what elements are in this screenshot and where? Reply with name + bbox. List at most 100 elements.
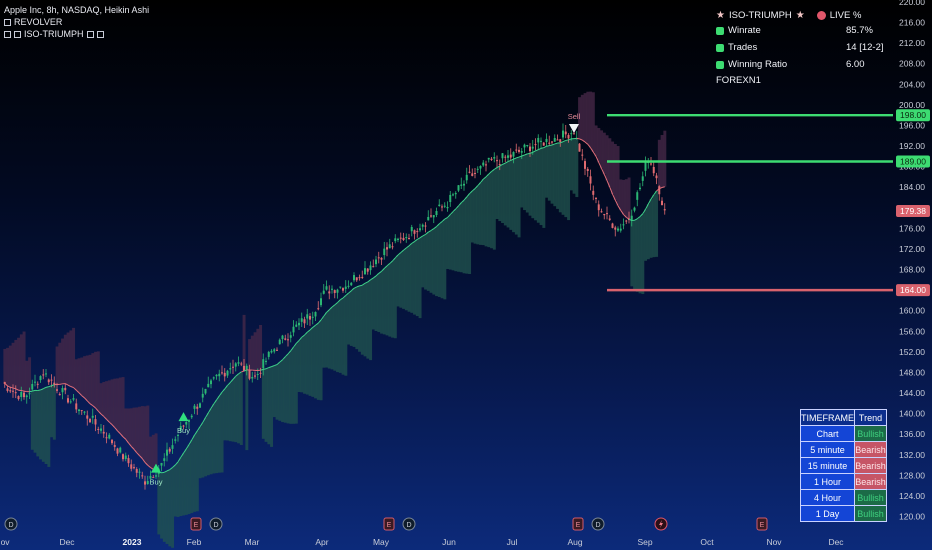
band-segment [234, 376, 238, 443]
dividend-icon [209, 517, 223, 531]
band-segment [226, 385, 230, 441]
ma-segment [378, 270, 382, 274]
band-segment [138, 406, 142, 456]
band-segment [575, 138, 579, 198]
band-segment [393, 257, 397, 339]
band-segment [635, 218, 639, 292]
band-segment [377, 273, 381, 333]
ma-segment [119, 433, 124, 438]
band-segment [451, 211, 455, 271]
ma-segment [601, 168, 605, 175]
ma-segment [562, 139, 566, 143]
candle-body [100, 428, 102, 431]
band-segment [561, 141, 565, 215]
candle-body [366, 268, 369, 272]
chart-header: Apple Inc, 8h, NASDAQ, Heikin Ashi REVOL… [4, 4, 149, 40]
table-row: 15 minute Bearish [800, 457, 887, 474]
candle-body [17, 396, 20, 400]
sell-label: Sell [568, 112, 581, 121]
candle-body [399, 237, 402, 239]
ma-segment [620, 210, 624, 215]
band-segment [396, 254, 400, 307]
moving-average [4, 137, 665, 474]
band-segment [611, 141, 615, 195]
candle-body [526, 145, 529, 147]
ma-segment [216, 395, 220, 401]
indicator-label: ISO-TRIUMPH [24, 29, 84, 39]
time-tick-label: Dec [828, 537, 844, 547]
candle-body [207, 383, 210, 388]
candle-body [31, 383, 34, 390]
ma-segment [612, 193, 616, 201]
candle-body [23, 392, 25, 398]
candle-body [86, 415, 89, 419]
candle-body [314, 312, 317, 317]
band-segment [201, 422, 205, 478]
band-segment [264, 368, 268, 442]
ma-segment [106, 418, 110, 423]
candle-body [421, 224, 424, 227]
band-segment [132, 407, 136, 450]
band-segment [294, 343, 298, 424]
candle-body [303, 319, 306, 324]
indicator-row-revolver[interactable]: REVOLVER [4, 16, 149, 28]
band-segment [542, 147, 546, 228]
candle-body [573, 133, 575, 135]
candle-body [562, 130, 564, 138]
price-tick-label: 176.00 [899, 223, 925, 233]
band-segment [429, 230, 433, 293]
dividend-icon [4, 517, 18, 531]
ma-segment [477, 182, 481, 187]
ma-segment [345, 292, 349, 296]
ma-segment [474, 185, 479, 189]
candle-body [457, 185, 460, 191]
candle-body [567, 134, 570, 139]
candle-body [130, 464, 133, 469]
time-tick-label: Jul [507, 537, 518, 547]
band-segment [85, 355, 89, 401]
price-tick-label: 160.00 [899, 306, 925, 316]
band-segment [470, 191, 474, 243]
candle-body [306, 314, 309, 319]
ma-segment [130, 446, 135, 450]
candle-body [281, 335, 284, 340]
band-segment [657, 139, 661, 189]
ma-segment [210, 403, 215, 409]
ma-segment [323, 312, 327, 317]
buy-label: Buy [177, 426, 190, 435]
candle-body [342, 288, 344, 291]
stat-row-trades: Trades 14 [12-2] [716, 39, 886, 56]
candle-body [50, 379, 53, 381]
stat-value: 14 [12-2] [846, 42, 884, 53]
band-segment [52, 384, 56, 440]
candle-body [493, 157, 496, 159]
candle-body [391, 246, 394, 248]
price-tick-label: 220.00 [899, 0, 925, 7]
band-segment [646, 204, 650, 260]
ma-segment [529, 151, 533, 154]
band-segment [418, 237, 422, 319]
band-segment [415, 239, 419, 317]
band-segment [487, 174, 491, 248]
ma-segment [229, 379, 234, 383]
broker-label: FOREXN1 [716, 75, 761, 86]
band-segment [39, 389, 43, 460]
candle-body [223, 372, 226, 377]
ma-segment [389, 260, 393, 264]
candle-body [410, 227, 413, 232]
candle-body [542, 142, 545, 146]
ma-segment [642, 209, 646, 215]
band-segment [498, 166, 502, 222]
candle-body [45, 373, 47, 375]
ma-segment [427, 230, 432, 233]
ma-segment [70, 386, 74, 389]
price-tick-label: 172.00 [899, 244, 925, 254]
indicator-row-iso-triumph[interactable]: ISO-TRIUMPH [4, 28, 149, 40]
candle-body [116, 448, 119, 454]
band-segment [363, 283, 367, 357]
band-segment [77, 358, 81, 393]
ma-segment [265, 367, 269, 370]
candle-body [476, 168, 479, 170]
candle-body [284, 338, 287, 340]
